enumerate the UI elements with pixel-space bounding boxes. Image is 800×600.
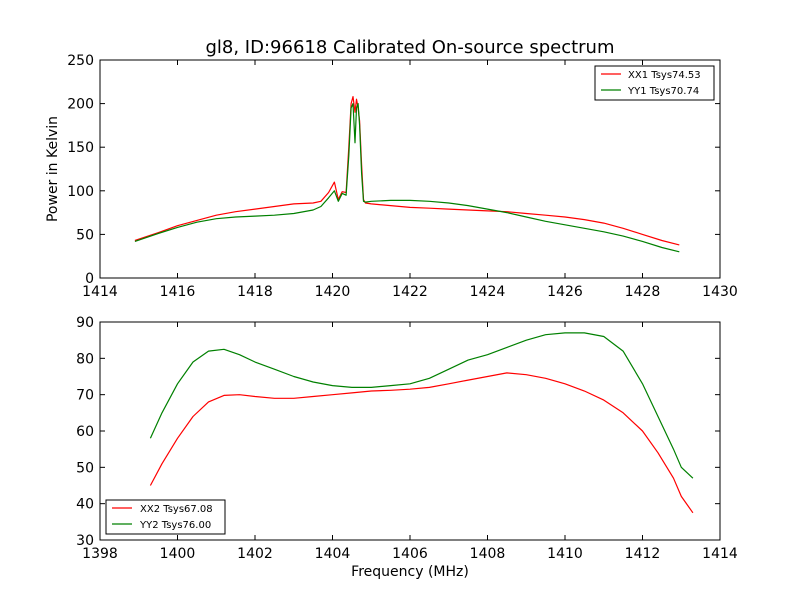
y-tick-label: 250 (67, 53, 94, 69)
top-spectrum-chart: gl8, ID:96618 Calibrated On-source spect… (45, 37, 738, 300)
chart-title: gl8, ID:96618 Calibrated On-source spect… (205, 37, 614, 58)
x-tick-label: 1414 (702, 546, 738, 562)
y-tick-label: 60 (76, 424, 94, 440)
legend: XX2 Tsys67.08 YY2 Tsys76.00 (105, 499, 226, 535)
y-tick-label: 200 (67, 97, 94, 113)
x-tick-label: 1422 (392, 284, 428, 300)
legend-label-yy1: YY1 Tsys70.74 (627, 86, 699, 97)
x-tick-label: 1430 (702, 284, 738, 300)
legend-box (594, 65, 715, 101)
x-tick-label: 1400 (160, 546, 196, 562)
series-layer (149, 332, 694, 514)
y-tick-label: 100 (67, 184, 94, 200)
x-axis-label: Frequency (MHz) (351, 564, 469, 580)
x-tick-label: 1426 (547, 284, 583, 300)
x-tick-label: 1408 (470, 546, 506, 562)
legend-box (105, 499, 226, 535)
y-tick-label: 150 (67, 140, 94, 156)
y-tick-label: 30 (76, 533, 94, 549)
y-tick-label: 90 (76, 315, 94, 331)
x-tick-label: 1402 (237, 546, 273, 562)
y-tick-label: 0 (85, 271, 94, 287)
x-tick-label: 1398 (82, 546, 118, 562)
x-tick-label: 1428 (625, 284, 661, 300)
x-tick-label: 1418 (237, 284, 273, 300)
y-tick-label: 40 (76, 497, 94, 513)
series-layer (134, 95, 680, 253)
series-line-xx (149, 372, 694, 514)
x-tick-label: 1416 (160, 284, 196, 300)
legend-label-yy2: YY2 Tsys76.00 (139, 520, 211, 531)
series-line-yy (134, 102, 680, 253)
x-tick-label: 1404 (315, 546, 351, 562)
y-axis-label: Power in Kelvin (45, 116, 61, 222)
x-tick-label: 1424 (470, 284, 506, 300)
bottom-spectrum-chart: 1398 1400 1402 1404 1406 1408 1410 1412 1414 30 40… (76, 315, 738, 580)
ticks-layer: 1414 1416 1418 1420 1422 1424 1426 1428 1430 0 50 1… (67, 53, 738, 300)
x-tick-label: 1420 (315, 284, 351, 300)
legend-label-xx1: XX1 Tsys74.53 (628, 70, 701, 81)
legend: XX1 Tsys74.53 YY1 Tsys70.74 (594, 65, 715, 101)
legend-label-xx2: XX2 Tsys67.08 (140, 504, 213, 515)
ticks-layer: 1398 1400 1402 1404 1406 1408 1410 1412 1414 30 40… (76, 315, 738, 562)
x-tick-label: 1410 (547, 546, 583, 562)
x-tick-label: 1414 (82, 284, 118, 300)
x-tick-label: 1406 (392, 546, 428, 562)
y-tick-label: 70 (76, 388, 94, 404)
y-tick-label: 50 (76, 227, 94, 243)
y-tick-label: 80 (76, 351, 94, 367)
series-line-yy (149, 332, 694, 479)
y-tick-label: 50 (76, 460, 94, 476)
x-tick-label: 1412 (625, 546, 661, 562)
